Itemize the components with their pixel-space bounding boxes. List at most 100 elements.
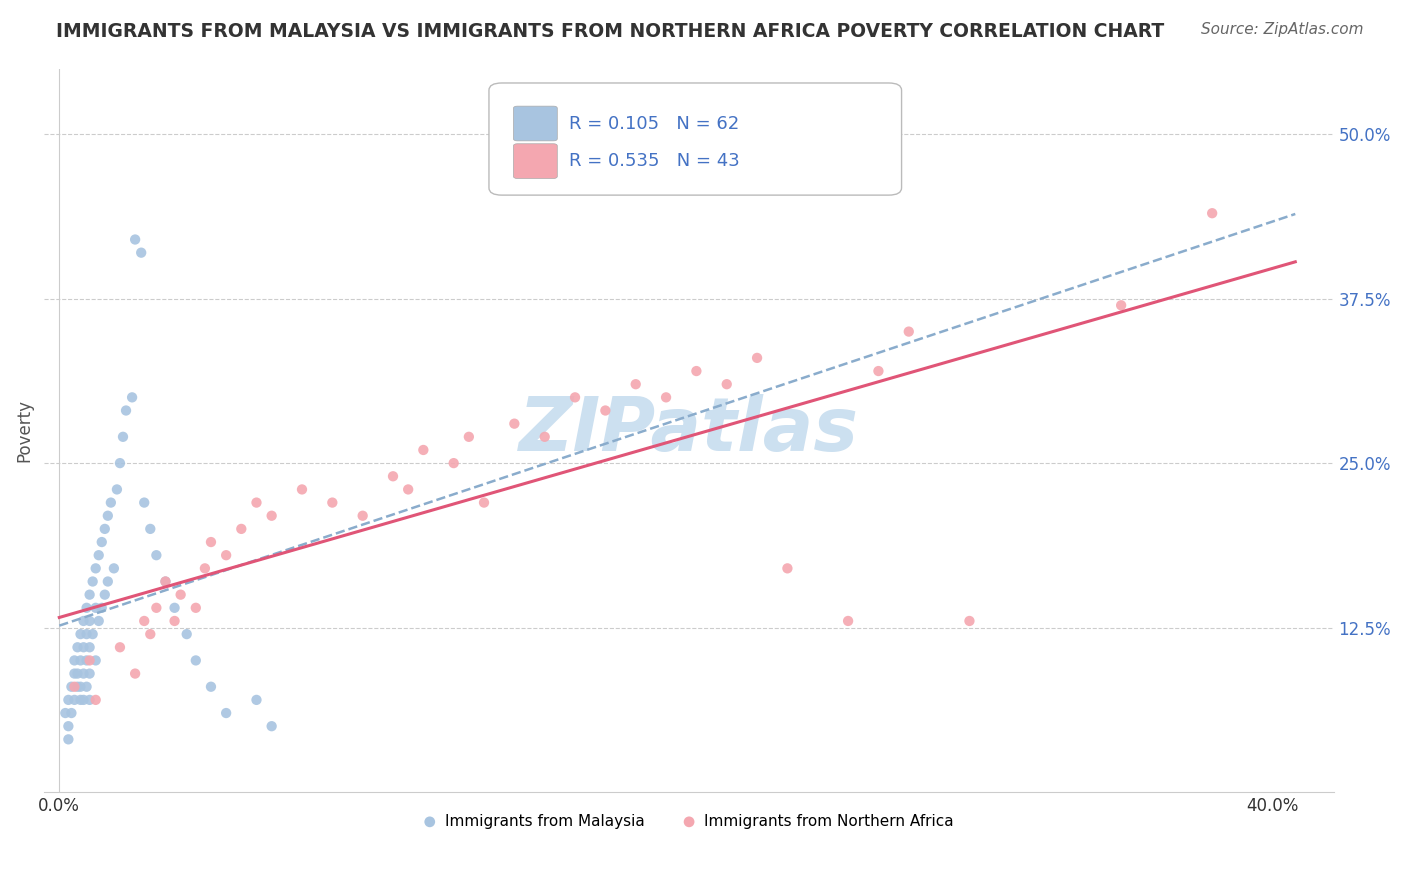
Point — [79, 653, 101, 667]
Point — [63, 693, 86, 707]
Point — [291, 483, 314, 497]
Point — [84, 693, 107, 707]
Point — [124, 666, 146, 681]
Y-axis label: Poverty: Poverty — [15, 399, 32, 462]
Point — [84, 561, 107, 575]
Point — [533, 430, 555, 444]
Point — [53, 706, 76, 720]
Point — [176, 627, 198, 641]
Point — [69, 680, 91, 694]
Point — [837, 614, 859, 628]
Point — [58, 732, 80, 747]
Point — [97, 574, 120, 589]
Point — [60, 680, 83, 694]
Point — [90, 535, 112, 549]
Point — [66, 666, 89, 681]
Point — [200, 680, 222, 694]
Point — [58, 719, 80, 733]
Point — [82, 627, 104, 641]
Point — [457, 430, 479, 444]
Point — [745, 351, 768, 365]
Point — [776, 561, 799, 575]
Point — [72, 614, 94, 628]
Point — [716, 377, 738, 392]
Point — [69, 653, 91, 667]
Point — [63, 653, 86, 667]
Point — [503, 417, 526, 431]
Point — [76, 627, 98, 641]
Point — [169, 588, 191, 602]
Point — [76, 600, 98, 615]
Point — [111, 430, 134, 444]
Point — [321, 495, 343, 509]
Point — [200, 535, 222, 549]
Point — [84, 600, 107, 615]
Point — [79, 693, 101, 707]
Point — [108, 640, 131, 655]
Point — [63, 680, 86, 694]
Point — [145, 548, 167, 562]
Text: R = 0.535   N = 43: R = 0.535 N = 43 — [569, 153, 740, 170]
Point — [94, 522, 117, 536]
Point — [959, 614, 981, 628]
Point — [103, 561, 125, 575]
Point — [685, 364, 707, 378]
Point — [90, 600, 112, 615]
Text: ZIPatlas: ZIPatlas — [519, 393, 859, 467]
Point — [1201, 206, 1223, 220]
Point — [108, 456, 131, 470]
Point — [184, 600, 207, 615]
Point — [84, 653, 107, 667]
Point — [260, 508, 283, 523]
Point — [139, 522, 162, 536]
Point — [58, 693, 80, 707]
Point — [79, 666, 101, 681]
Legend: Immigrants from Malaysia, Immigrants from Northern Africa: Immigrants from Malaysia, Immigrants fro… — [418, 808, 960, 835]
Point — [72, 693, 94, 707]
Point — [155, 574, 177, 589]
Point — [72, 640, 94, 655]
Point — [215, 706, 238, 720]
Point — [352, 508, 374, 523]
Point — [245, 495, 267, 509]
Point — [72, 666, 94, 681]
Point — [97, 508, 120, 523]
Point — [163, 614, 186, 628]
Point — [382, 469, 405, 483]
Point — [87, 614, 110, 628]
Point — [245, 693, 267, 707]
Point — [412, 442, 434, 457]
Point — [868, 364, 890, 378]
Point — [79, 588, 101, 602]
Point — [79, 614, 101, 628]
Point — [79, 640, 101, 655]
Point — [69, 693, 91, 707]
Point — [215, 548, 238, 562]
Point — [260, 719, 283, 733]
Point — [76, 680, 98, 694]
Point — [87, 548, 110, 562]
Point — [595, 403, 617, 417]
Point — [472, 495, 495, 509]
Point — [194, 561, 217, 575]
Point — [134, 614, 156, 628]
Point — [624, 377, 647, 392]
Point — [163, 600, 186, 615]
Text: R = 0.105   N = 62: R = 0.105 N = 62 — [569, 114, 740, 133]
Point — [115, 403, 138, 417]
Point — [184, 653, 207, 667]
Point — [655, 390, 678, 404]
Point — [396, 483, 419, 497]
Point — [139, 627, 162, 641]
Point — [897, 325, 920, 339]
Point — [1109, 298, 1132, 312]
Point — [82, 574, 104, 589]
Point — [121, 390, 143, 404]
Point — [105, 483, 128, 497]
Point — [564, 390, 586, 404]
Point — [145, 600, 167, 615]
Point — [231, 522, 253, 536]
Point — [124, 233, 146, 247]
FancyBboxPatch shape — [489, 83, 901, 195]
Point — [60, 706, 83, 720]
